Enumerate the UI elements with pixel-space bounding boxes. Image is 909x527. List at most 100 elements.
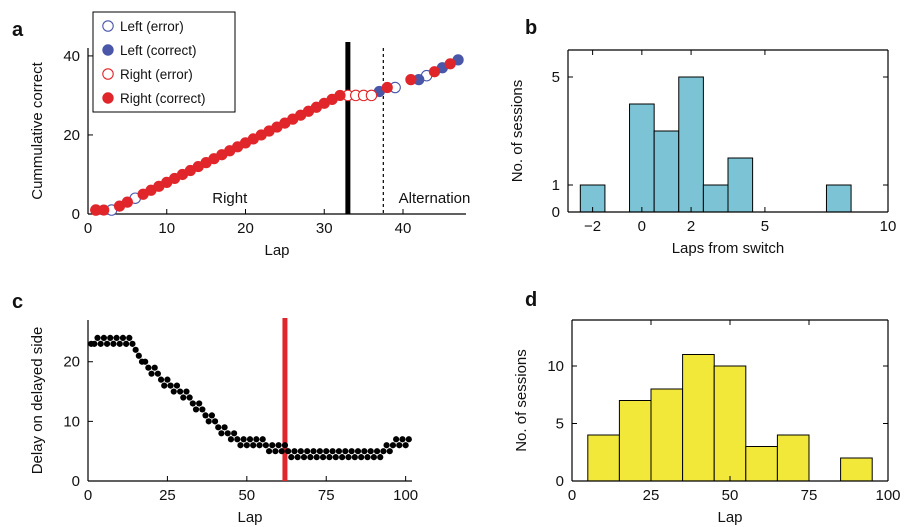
data-point [107, 334, 114, 341]
y-tick-label: 1 [552, 177, 560, 194]
x-tick-label: 0 [84, 220, 92, 237]
data-point [154, 370, 161, 377]
data-point [272, 448, 279, 455]
annotation: Right [212, 190, 248, 207]
histogram-bar [825, 184, 852, 213]
data-point [307, 454, 314, 461]
legend-label: Left (correct) [120, 43, 197, 58]
data-point [94, 334, 101, 341]
data-point [170, 388, 177, 395]
data-point [329, 448, 336, 455]
data-point [323, 448, 330, 455]
data-point [98, 204, 110, 216]
y-tick-label: 0 [72, 206, 80, 223]
data-point [405, 74, 417, 86]
data-point [167, 382, 174, 389]
y-tick-label: 0 [72, 473, 80, 490]
x-axis-label: Laps from switch [672, 240, 785, 257]
data-point [334, 89, 346, 102]
data-point [310, 448, 317, 455]
data-point [205, 418, 212, 425]
data-point [196, 400, 203, 407]
x-tick-label: 20 [237, 220, 254, 237]
data-point [119, 334, 127, 341]
x-axis-label: Lap [717, 509, 742, 526]
x-tick-label: 75 [318, 487, 335, 504]
x-tick-label: 100 [875, 487, 900, 504]
data-point [358, 454, 365, 461]
y-tick-label: 10 [547, 358, 564, 375]
data-point [91, 340, 98, 347]
x-tick-label: 50 [238, 487, 255, 504]
histogram-bar [713, 365, 747, 482]
data-point [351, 454, 358, 461]
data-point [173, 382, 181, 389]
data-point [246, 436, 254, 443]
panel-label-b: b [525, 17, 537, 39]
x-tick-label: 0 [84, 487, 92, 504]
data-point [365, 89, 378, 102]
data-point [186, 394, 193, 401]
data-point [396, 442, 403, 449]
data-point [265, 448, 273, 455]
legend-marker [102, 92, 114, 104]
chart-d: 0 25 50 75 100 0 5 10 Lap No. of sessions [513, 319, 901, 526]
data-point [224, 430, 231, 437]
data-point [116, 340, 123, 347]
data-point [288, 454, 295, 461]
data-point [164, 376, 171, 383]
data-point [161, 382, 168, 389]
data-point [285, 448, 292, 455]
data-point [294, 454, 301, 461]
data-point [142, 358, 149, 365]
data-point [259, 436, 266, 443]
data-point [377, 454, 384, 461]
data-point [237, 442, 244, 449]
data-point [428, 66, 441, 78]
data-point [100, 334, 107, 341]
y-tick-label: 0 [552, 204, 560, 221]
data-point [345, 454, 352, 461]
legend-marker [102, 44, 114, 56]
y-tick-label: 20 [63, 127, 80, 144]
histogram-bar [618, 400, 652, 482]
y-tick-label: 20 [63, 354, 80, 371]
y-axis-label: Cummulative correct [29, 61, 46, 199]
y-tick-label: 5 [556, 416, 564, 433]
x-axis-label: Lap [237, 509, 262, 526]
data-point [113, 334, 120, 341]
x-tick-label: 100 [393, 487, 418, 504]
data-point [256, 442, 263, 449]
data-point [444, 58, 456, 70]
x-tick-label: 40 [395, 220, 412, 237]
x-tick-label: −2 [584, 218, 601, 235]
data-point [326, 454, 333, 461]
data-point [110, 340, 117, 347]
data-point [103, 340, 111, 347]
x-tick-label: 10 [158, 220, 175, 237]
x-tick-label: 50 [722, 487, 739, 504]
histogram-bar [653, 130, 680, 213]
x-tick-label: 25 [643, 487, 660, 504]
y-axis-label: No. of sessions [509, 80, 526, 183]
data-point [364, 454, 371, 461]
histogram-bar [650, 388, 684, 482]
legend-marker [102, 68, 114, 80]
x-tick-label: 30 [316, 220, 333, 237]
legend-label: Right (correct) [120, 91, 206, 106]
histogram-bar [682, 354, 715, 482]
data-point [332, 454, 339, 461]
x-axis-label: Lap [264, 242, 289, 259]
y-tick-label: 0 [556, 473, 564, 490]
data-point [316, 448, 323, 455]
data-point [386, 448, 393, 455]
data-point [126, 334, 133, 341]
legend-marker [102, 20, 114, 32]
data-point [151, 364, 158, 371]
data-point [250, 442, 257, 449]
data-point [367, 448, 374, 455]
data-point [234, 436, 241, 443]
data-point [208, 412, 215, 419]
data-point [297, 448, 304, 455]
data-point [183, 388, 190, 395]
